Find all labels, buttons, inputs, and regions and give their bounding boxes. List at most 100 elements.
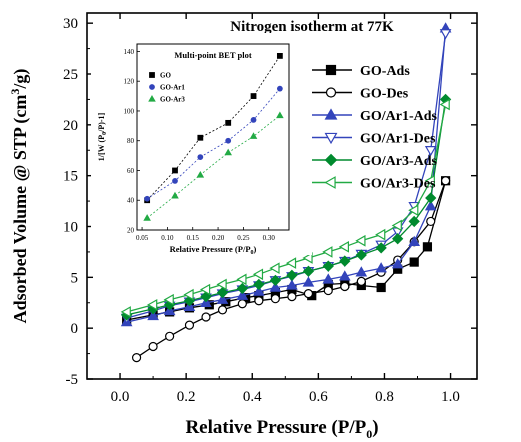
- inset-fit-line-go: [146, 55, 281, 201]
- inset-x-tick-label: 0.25: [237, 234, 250, 242]
- main-x-axis-label: Relative Pressure (P/P0): [185, 417, 378, 441]
- data-point-go-des: [184, 320, 195, 330]
- inset-legend-marker-go: [149, 72, 155, 78]
- data-point-go-ar3-ads: [375, 242, 387, 254]
- inset-point-go: [276, 53, 283, 59]
- data-point-go-ar3-des: [285, 257, 297, 269]
- data-point-go-ar3-des: [424, 174, 435, 187]
- main-y-tick-label: 0: [71, 321, 79, 337]
- inset-y-tick-label: 140: [124, 48, 135, 56]
- inset-point-go-ar1: [225, 137, 232, 144]
- main-y-tick-label: 20: [63, 118, 78, 134]
- inset-y-tick-label: 40: [127, 197, 135, 205]
- inset-fit-line-go-ar3: [146, 115, 281, 219]
- data-point-go-ar3-ads: [200, 291, 212, 303]
- data-point-go-des: [323, 285, 333, 296]
- inset-series-layer: [143, 53, 284, 221]
- data-point-go-ads: [422, 242, 433, 252]
- inset-background: [91, 33, 312, 255]
- inset-point-go: [225, 119, 232, 126]
- main-y-axis-label: Adsorbed Volume @ STP (cm3/g): [8, 69, 31, 324]
- data-point-go-des: [287, 292, 297, 302]
- main-x-tick-label: 0.8: [375, 389, 394, 405]
- inset-chart-title: Multi-point BET plot: [174, 50, 251, 60]
- main-x-label-main: Relative Pressure (P/P: [185, 417, 366, 438]
- data-point-go-ar1-des: [439, 29, 452, 40]
- data-point-go-ar3-des: [391, 219, 402, 232]
- inset-x-axis-label: Relative Pressure (P/P0): [170, 244, 257, 256]
- main-x-tick-label: 0.6: [309, 389, 328, 405]
- data-point-go-ar3-ads: [253, 278, 265, 291]
- main-x-tick-label: 0.0: [111, 389, 130, 405]
- data-point-go-ar1-ads: [338, 270, 351, 281]
- data-point-go-ar3-des: [147, 298, 158, 311]
- inset-point-go-ar1: [144, 195, 151, 202]
- inset-x-tick-label: 0.30: [263, 234, 276, 242]
- main-y-label-close: /g): [10, 69, 31, 90]
- data-point-go-ar3-ads: [302, 265, 315, 277]
- inset-point-go-ar3: [276, 111, 284, 119]
- legend-marker-go-ar3-des: [324, 176, 336, 189]
- data-point-go-des: [237, 299, 247, 309]
- main-x-tick-label: 0.2: [177, 389, 196, 405]
- inset-point-go: [197, 134, 204, 141]
- inset-y-tick-label: 20: [127, 227, 135, 235]
- legend-label-go-ar1-ads: GO/Ar1-Ads: [360, 109, 438, 124]
- main-y-tick-label: 5: [71, 270, 79, 286]
- data-point-go-ar3-des: [302, 252, 313, 264]
- data-point-go-des: [303, 289, 314, 299]
- main-x-axis: 0.0 0.2 0.4 0.6 0.8 1.0: [111, 13, 460, 405]
- data-point-go-ar3-des: [322, 246, 333, 258]
- data-point-go-ar3-ads: [269, 274, 282, 287]
- main-y-tick-label: -5: [66, 372, 79, 388]
- inset-point-go-ar3: [196, 170, 205, 178]
- inset-point-go-ar3: [224, 148, 232, 156]
- inset-x-label-sub: 0: [251, 250, 254, 256]
- data-point-go-ar3-des: [439, 98, 450, 111]
- data-point-go-ar3-des: [199, 283, 211, 296]
- data-point-go-ads: [376, 282, 386, 293]
- data-point-go-ar1-ads: [424, 200, 437, 211]
- inset-point-go-ar1: [250, 116, 257, 123]
- inset-y-tick-label: 120: [124, 78, 135, 86]
- data-point-go-des: [356, 276, 366, 286]
- main-x-tick-label: 0.4: [243, 389, 262, 405]
- main-series-layer: [120, 22, 452, 363]
- inset-x-tick-label: 0.15: [187, 234, 200, 242]
- data-point-go-ar3-des: [338, 240, 349, 253]
- data-point-go-ar3-des: [269, 262, 280, 275]
- data-point-go-ar1-des: [424, 146, 437, 157]
- main-y-label-sup: 3: [8, 89, 22, 95]
- main-legend: GO-Ads GO-Des GO/Ar1-Ads GO/Ar1-Des GO/Ar3-A…: [310, 64, 438, 192]
- data-point-go-des: [340, 281, 350, 292]
- data-point-go-ar3-des: [375, 228, 386, 241]
- inset-legend: GO GO-Ar1 GO-Ar3: [148, 72, 185, 104]
- main-y-tick-label: 15: [63, 169, 78, 185]
- main-x-label-close: ): [372, 417, 378, 438]
- inset-x-tick-label: 0.20: [212, 234, 225, 242]
- inset-legend-label-go-ar3: GO-Ar3: [160, 96, 185, 104]
- main-y-label-main: Adsorbed Volume @ STP (cm: [10, 95, 31, 324]
- main-y-axis: -5 0 5 10 15 20 25 30: [63, 16, 477, 388]
- inset-point-go-ar3: [249, 132, 258, 139]
- data-point-go-ar3-ads: [408, 215, 420, 228]
- data-point-go-ar1-ads: [355, 266, 368, 277]
- inset-point-go: [250, 93, 257, 99]
- data-point-go-ads: [409, 257, 419, 267]
- data-point-go-ar1-ads: [322, 273, 335, 284]
- legend-marker-go-ads: [325, 64, 337, 76]
- inset-y-tick-label: 100: [124, 107, 135, 115]
- data-point-go-des: [270, 294, 280, 304]
- inset-x-tick-label: 0.05: [136, 234, 149, 242]
- legend-marker-go-ar3-ads: [324, 153, 338, 167]
- inset-x-label-close: ): [254, 244, 257, 254]
- inset-legend-label-go: GO: [160, 72, 171, 80]
- main-plot-frame: [86, 12, 478, 380]
- data-point-go-des: [201, 312, 211, 322]
- data-point-go-ar3-ads: [236, 282, 248, 295]
- inset-point-go-ar3: [143, 214, 151, 221]
- inset-x-label-main: Relative Pressure (P/P: [170, 244, 251, 254]
- main-x-tick-label: 1.0: [441, 389, 460, 405]
- data-point-go-des: [131, 353, 142, 363]
